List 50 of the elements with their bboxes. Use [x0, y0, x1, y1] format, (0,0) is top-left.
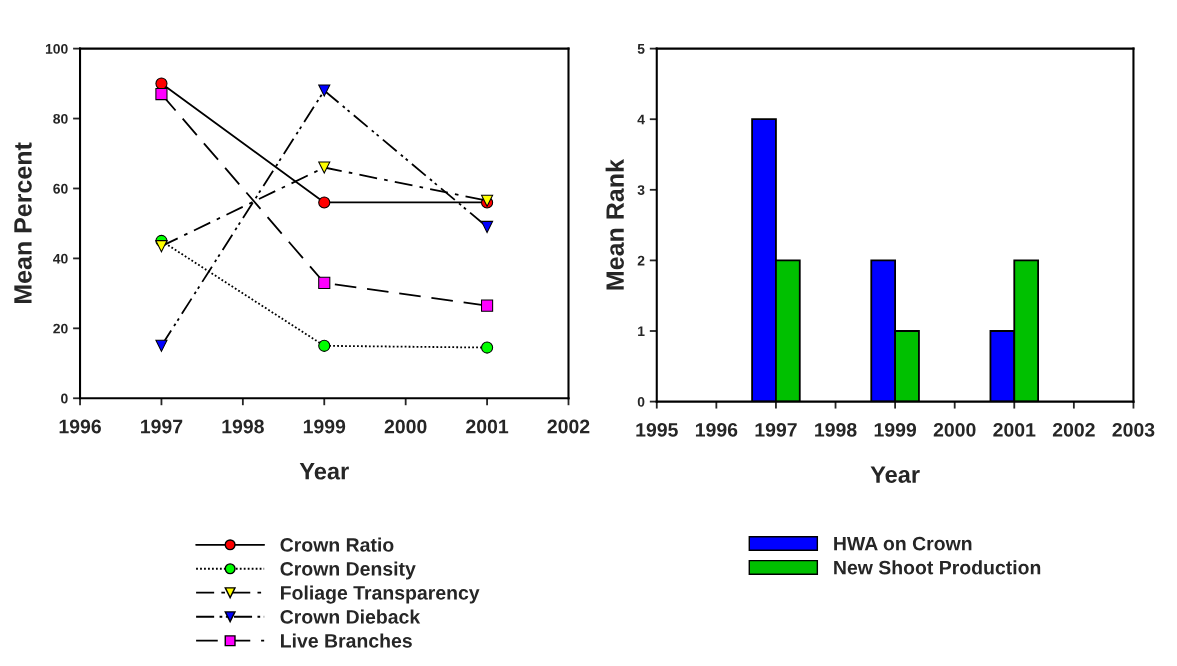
- x-tick-label: 1996: [59, 419, 101, 434]
- legend-label: New Shoot Production: [834, 560, 1041, 575]
- y-axis-title: Mean Rank: [605, 159, 624, 290]
- y-tick-label: 80: [53, 113, 68, 124]
- y-tick-label: 60: [53, 183, 68, 194]
- y-tick-label: 0: [637, 396, 645, 407]
- x-axis-title: Year: [870, 466, 920, 483]
- x-tick-label: 1996: [695, 422, 738, 437]
- legend-label: Foliage Transparency: [281, 585, 480, 604]
- point: [318, 196, 331, 209]
- x-tick-label: 2001: [993, 422, 1036, 437]
- legend-label: HWA on Crown: [834, 536, 972, 551]
- x-tick-label: 1999: [874, 422, 917, 437]
- y-tick-label: 20: [53, 323, 68, 334]
- x-tick-label: 1999: [303, 419, 346, 434]
- point: [318, 84, 331, 97]
- point: [318, 276, 331, 289]
- x-tick-label: 2002: [1052, 422, 1095, 437]
- y-tick-label: 1: [638, 326, 645, 337]
- x-tick-label: 1997: [141, 419, 183, 434]
- point: [481, 341, 494, 354]
- x-tick-label: 2001: [466, 419, 509, 434]
- y-tick-label: 5: [637, 44, 645, 54]
- y-tick-label: 40: [52, 253, 68, 264]
- point: [481, 220, 494, 234]
- x-axis-title: Year: [299, 463, 349, 480]
- x-tick-label: 1997: [755, 422, 797, 437]
- legend-label: Crown Ratio: [280, 537, 394, 552]
- point: [481, 299, 494, 312]
- point: [155, 240, 168, 253]
- x-tick-label: 2003: [1112, 422, 1155, 437]
- legend-label: Crown Density: [280, 561, 416, 580]
- point: [318, 339, 331, 352]
- legend-label: Live Branches: [281, 633, 412, 648]
- point: [155, 339, 168, 352]
- point: [318, 161, 331, 174]
- x-tick-label: 2002: [547, 419, 590, 434]
- x-tick-label: 1998: [222, 419, 264, 434]
- legend-label: Crown Dieback: [280, 609, 421, 624]
- x-tick-label: 1995: [636, 422, 678, 437]
- y-tick-label: 0: [61, 393, 68, 404]
- x-tick-label: 2000: [933, 422, 976, 437]
- x-tick-label: 2000: [384, 419, 427, 434]
- y-axis-title: Mean Percent: [14, 142, 32, 304]
- y-tick-label: 4: [637, 114, 645, 125]
- point: [155, 88, 168, 101]
- y-tick-label: 100: [45, 43, 68, 54]
- y-tick-label: 2: [637, 255, 645, 266]
- x-tick-label: 1998: [815, 422, 857, 437]
- y-tick-label: 3: [637, 185, 645, 195]
